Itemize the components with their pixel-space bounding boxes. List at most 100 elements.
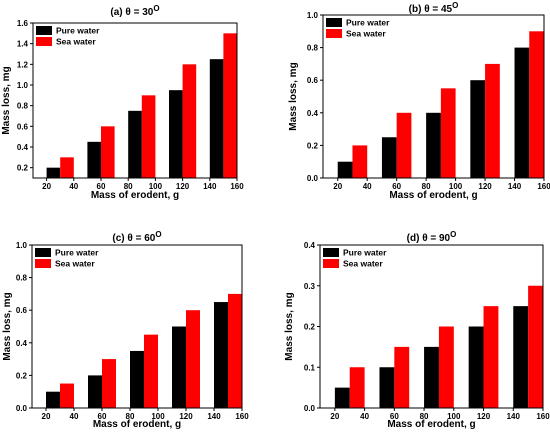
x-tick-label: 80 — [420, 412, 429, 421]
x-tick-label: 160 — [536, 412, 550, 421]
y-tick-label: 1.0 — [16, 241, 28, 250]
y-axis-label: Mass loss, mg — [2, 292, 13, 360]
y-tick-label: 1.4 — [17, 40, 29, 49]
legend-swatch-pure-water — [323, 248, 339, 257]
x-tick-label: 60 — [392, 182, 401, 191]
bar-sea-water-1 — [102, 359, 116, 408]
y-axis-label: Mass loss, mg — [284, 292, 295, 360]
y-tick-label: 1.0 — [17, 81, 29, 90]
y-tick-label: 0.6 — [17, 122, 29, 131]
legend-label-sea-water: Sea water — [346, 29, 386, 39]
y-tick-label: 0.8 — [307, 44, 319, 53]
legend-label-pure-water: Pure water — [343, 248, 387, 258]
bar-sea-water-1 — [394, 346, 410, 409]
chart-panel-2: 20 40 60 80 100 120 140 160 0.0 0.2 0.4 0.6 0.8 1.0 (c… — [2, 230, 249, 430]
y-axis-label: Mass loss, mg — [1, 66, 12, 134]
plot-frame — [31, 244, 243, 409]
x-tick-label: 120 — [477, 412, 491, 421]
y-tick-label: 0.1 — [304, 363, 316, 372]
bar-pure-water-4 — [214, 302, 228, 408]
chart-title: (c) θ = 60O — [112, 230, 161, 244]
bar-sea-water-2 — [144, 334, 158, 408]
x-tick-label: 40 — [69, 182, 78, 191]
bar-pure-water-4 — [514, 47, 530, 178]
bar-sea-water-4 — [228, 293, 242, 408]
legend-label-sea-water: Sea water — [56, 37, 96, 47]
bar-sea-water-4 — [223, 33, 237, 178]
bar-sea-water-4 — [529, 31, 544, 178]
y-tick-label: 0.2 — [307, 141, 319, 150]
x-tick-label: 140 — [507, 412, 521, 421]
y-tick-label: 0.3 — [304, 282, 316, 291]
bar-sea-water-0 — [60, 383, 74, 408]
x-tick-label: 40 — [360, 412, 369, 421]
bar-pure-water-3 — [470, 80, 486, 178]
x-axis-label: Mass of erodent, g — [91, 190, 179, 201]
bar-pure-water-0 — [334, 387, 350, 409]
bar-pure-water-4 — [209, 59, 224, 178]
chart-title-superscript: O — [452, 1, 458, 10]
x-tick-label: 160 — [537, 182, 550, 191]
plot-frame — [322, 14, 545, 179]
bar-sea-water-3 — [182, 64, 197, 178]
chart-title-text: (b) θ = 45 — [409, 4, 453, 15]
chart-title: (d) θ = 90O — [407, 230, 457, 244]
x-tick-label: 160 — [230, 182, 244, 191]
y-tick-label: 0.0 — [307, 174, 319, 183]
y-tick-label: 0.6 — [16, 306, 28, 315]
chart-title-text: (a) θ = 30 — [110, 7, 153, 18]
y-tick-label: 0.6 — [307, 76, 319, 85]
bar-pure-water-2 — [128, 110, 142, 178]
x-tick-label: 100 — [149, 182, 163, 191]
bar-sea-water-1 — [396, 112, 412, 178]
bar-pure-water-1 — [381, 137, 397, 178]
x-tick-label: 100 — [447, 412, 461, 421]
legend-swatch-sea-water — [326, 29, 342, 38]
bar-sea-water-1 — [101, 126, 115, 178]
chart-panel-3: 20 40 60 80 100 120 140 160 0.0 0.1 0.2 0.3 0.4 (d) θ… — [284, 230, 550, 430]
bar-pure-water-3 — [169, 90, 183, 178]
chart-title-text: (c) θ = 60 — [112, 233, 155, 244]
x-tick-label: 100 — [449, 182, 463, 191]
x-tick-label: 20 — [42, 412, 51, 421]
bar-sea-water-3 — [186, 310, 200, 408]
y-tick-label: 0.2 — [16, 371, 28, 380]
x-tick-label: 140 — [203, 182, 217, 191]
x-tick-label: 20 — [42, 182, 51, 191]
bar-pure-water-0 — [46, 167, 61, 178]
bar-pure-water-3 — [172, 326, 186, 408]
x-tick-label: 60 — [390, 412, 399, 421]
bar-sea-water-3 — [483, 306, 499, 409]
chart-panel-0: 20 40 60 80 100 120 140 160 0.2 0.4 0.6 0.8 1.0 1.2 1.… — [1, 4, 244, 201]
chart-title-superscript: O — [155, 230, 161, 239]
x-tick-label: 40 — [363, 182, 372, 191]
x-tick-label: 20 — [330, 412, 339, 421]
y-tick-label: 0.0 — [304, 404, 316, 413]
bar-pure-water-2 — [424, 346, 439, 409]
legend-label-pure-water: Pure water — [55, 248, 99, 258]
x-axis-label: Mass of erodent, g — [389, 190, 477, 201]
y-tick-label: 0.4 — [16, 339, 28, 348]
y-tick-label: 0.8 — [17, 102, 29, 111]
legend-swatch-pure-water — [35, 248, 51, 257]
x-tick-label: 120 — [176, 182, 190, 191]
legend-swatch-sea-water — [323, 259, 339, 268]
legend-swatch-sea-water — [35, 259, 51, 268]
x-tick-label: 80 — [124, 182, 133, 191]
legend-swatch-pure-water — [326, 18, 342, 27]
chart-title-text: (d) θ = 90 — [407, 233, 451, 244]
bar-pure-water-1 — [87, 141, 101, 178]
y-axis-label: Mass loss, mg — [288, 62, 299, 130]
y-tick-label: 0.8 — [16, 274, 28, 283]
bar-pure-water-4 — [513, 306, 529, 409]
chart-title: (b) θ = 45O — [409, 1, 459, 15]
bar-pure-water-2 — [426, 112, 441, 178]
bar-pure-water-0 — [46, 391, 60, 408]
y-tick-label: 0.4 — [17, 143, 29, 152]
x-axis-label: Mass of erodent, g — [387, 419, 475, 430]
x-tick-label: 80 — [422, 182, 431, 191]
bar-pure-water-0 — [337, 161, 353, 178]
